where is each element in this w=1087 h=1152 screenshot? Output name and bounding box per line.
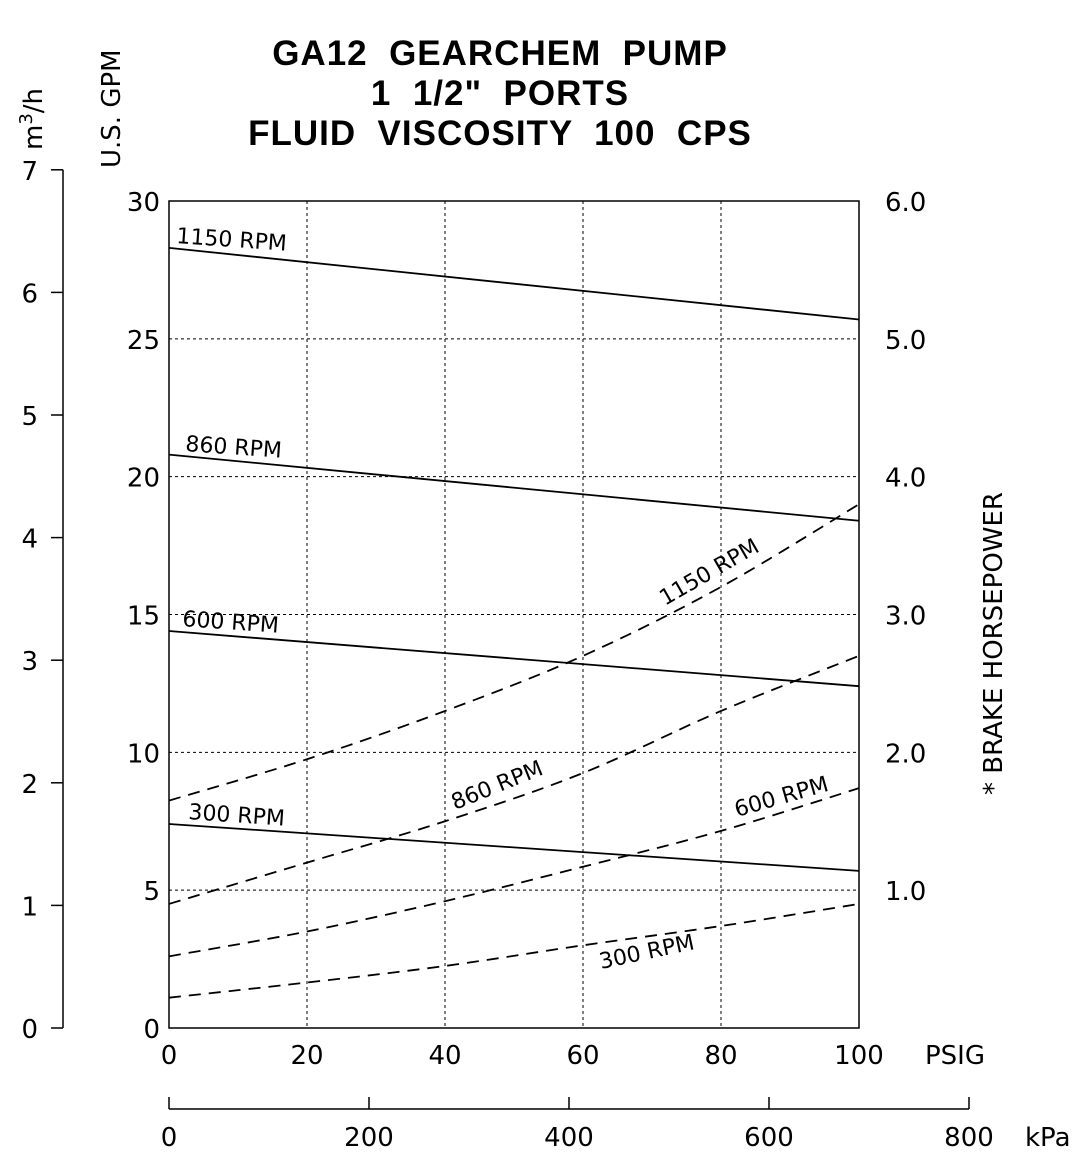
y-left-tick-label: 30 (127, 188, 160, 218)
y-right-tick-label: 6.0 (885, 188, 926, 218)
x-axis-unit: PSIG (925, 1041, 985, 1071)
x-tick-label: 0 (161, 1041, 178, 1071)
hp-label-860-rpm: 860 RPM (448, 756, 547, 815)
x-tick-label: 100 (834, 1041, 884, 1071)
hp-label-600-rpm: 600 RPM (732, 772, 832, 823)
kpa-tick-label: 800 (944, 1123, 994, 1152)
y-left-axis-title: U.S. GPM (97, 49, 127, 168)
y-left-tick-label: 10 (127, 739, 160, 769)
x-tick-label: 60 (566, 1041, 599, 1071)
chart-title-line-1: GA12 GEARCHEM PUMP (272, 34, 728, 73)
y-left-tick-label: 25 (127, 326, 160, 356)
labels-layer: 0 20 40 60 80 100 PSIG0510152025301.02.03.04.0… (16, 49, 1071, 1152)
y-right-tick-label: 2.0 (885, 739, 926, 769)
axes-layer (51, 169, 970, 1110)
x-tick-label: 80 (704, 1041, 737, 1071)
series-layer (168, 246, 860, 999)
m3h-tick-label: 7 (21, 157, 38, 187)
kpa-tick-label: 200 (344, 1123, 394, 1152)
hp-curve-1150-rpm (168, 503, 860, 802)
y-right-tick-label: 5.0 (885, 326, 926, 356)
y-right-tick-label: 1.0 (885, 877, 926, 907)
m3h-tick-label: 5 (21, 402, 38, 432)
flow-label-1150-rpm: 1150 RPM (176, 224, 288, 257)
y-right-tick-label: 3.0 (885, 602, 926, 632)
flow-line-600-rpm (168, 630, 860, 688)
y-right-tick-label: 4.0 (885, 464, 926, 494)
hp-curve-860-rpm (168, 655, 860, 905)
m3h-axis-title: m3/h (16, 88, 49, 150)
plot-frame (168, 200, 860, 1029)
chart-title-line-2: 1 1/2" PORTS (370, 74, 630, 113)
kpa-tick-label: 0 (161, 1123, 178, 1152)
kpa-tick-label: 600 (744, 1123, 794, 1152)
m3h-tick-label: 4 (21, 525, 38, 555)
m3h-tick-label: 6 (21, 279, 38, 309)
y-left-tick-label: 20 (127, 464, 160, 494)
m3h-tick-label: 0 (21, 1015, 38, 1045)
grid-layer (169, 201, 859, 1028)
flow-line-860-rpm (168, 453, 860, 522)
y-right-axis-title: * BRAKE HORSEPOWER (979, 492, 1009, 795)
m3h-tick-label: 1 (21, 892, 38, 922)
y-left-tick-label: 5 (143, 877, 160, 907)
y-left-tick-label: 15 (127, 602, 160, 632)
flow-line-300-rpm (168, 823, 860, 872)
x-tick-label: 40 (428, 1041, 461, 1071)
hp-curve-300-rpm (168, 903, 860, 999)
y-left-tick-label: 0 (143, 1015, 160, 1045)
kpa-tick-label: 400 (544, 1123, 594, 1152)
m3h-tick-label: 2 (21, 770, 38, 800)
kpa-axis-unit: kPa (1025, 1123, 1071, 1152)
flow-line-1150-rpm (168, 246, 860, 321)
hp-curve-600-rpm (168, 787, 860, 958)
flow-label-860-rpm: 860 RPM (185, 432, 283, 464)
m3h-tick-label: 3 (21, 647, 38, 677)
chart-title-line-3: FLUID VISCOSITY 100 CPS (248, 114, 752, 153)
x-tick-label: 20 (290, 1041, 323, 1071)
